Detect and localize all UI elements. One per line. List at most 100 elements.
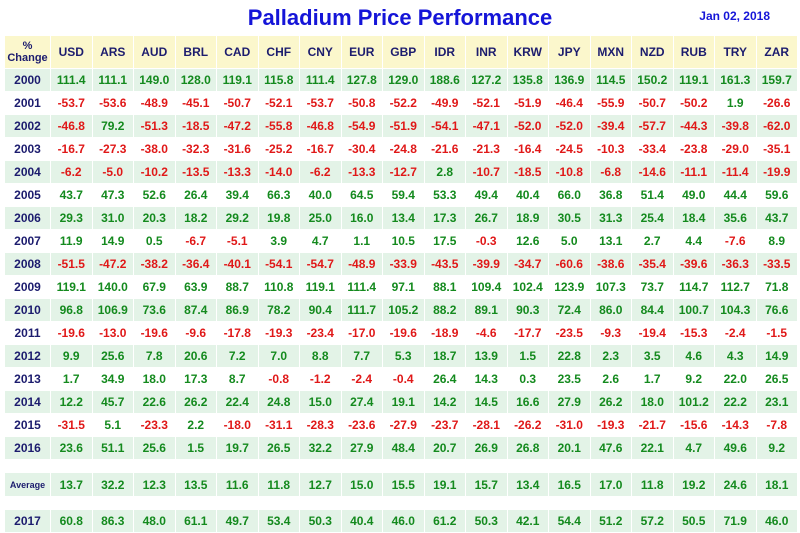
value-cell-usd: 96.8 <box>51 299 92 321</box>
value-cell-krw: 42.1 <box>507 510 548 532</box>
row-label: 2003 <box>5 138 50 160</box>
value-cell-eur: -54.9 <box>341 115 382 137</box>
value-cell-mxn: 47.6 <box>590 437 631 459</box>
value-cell-idr: 14.2 <box>424 391 465 413</box>
performance-table: % Change USD ARS AUD BRL CAD CHF CNY EUR GBP IDR I… <box>4 35 798 533</box>
value-cell-krw: -16.4 <box>507 138 548 160</box>
value-cell-mxn: -19.3 <box>590 414 631 436</box>
value-cell-ars: 79.2 <box>92 115 133 137</box>
value-cell-chf: 53.4 <box>258 510 299 532</box>
value-cell-chf: -54.1 <box>258 253 299 275</box>
value-cell-ars: 47.3 <box>92 184 133 206</box>
value-cell-jpy: 72.4 <box>549 299 590 321</box>
header-row: % Change USD ARS AUD BRL CAD CHF CNY EUR GBP IDR I… <box>5 36 797 68</box>
value-cell-brl: 2.2 <box>175 414 216 436</box>
value-cell-ars: -27.3 <box>92 138 133 160</box>
value-cell-krw: 12.6 <box>507 230 548 252</box>
value-cell-brl: -9.6 <box>175 322 216 344</box>
value-cell-cad: 7.2 <box>217 345 258 367</box>
spacer-cell <box>5 497 797 509</box>
value-cell-rub: -23.8 <box>673 138 714 160</box>
value-cell-idr: -21.6 <box>424 138 465 160</box>
value-cell-cny: -23.4 <box>300 322 341 344</box>
value-cell-brl: 26.4 <box>175 184 216 206</box>
row-label: Average <box>5 473 50 496</box>
value-cell-rub: -44.3 <box>673 115 714 137</box>
currency-header-cad: CAD <box>217 36 258 68</box>
value-cell-brl: 20.6 <box>175 345 216 367</box>
value-cell-mxn: 2.3 <box>590 345 631 367</box>
value-cell-inr: 109.4 <box>466 276 507 298</box>
currency-header-idr: IDR <box>424 36 465 68</box>
value-cell-mxn: -38.6 <box>590 253 631 275</box>
value-cell-inr: -21.3 <box>466 138 507 160</box>
value-cell-gbp: -24.8 <box>383 138 424 160</box>
value-cell-cad: -31.6 <box>217 138 258 160</box>
value-cell-ars: 32.2 <box>92 473 133 496</box>
value-cell-brl: -45.1 <box>175 92 216 114</box>
value-cell-chf: -52.1 <box>258 92 299 114</box>
value-cell-aud: -51.3 <box>134 115 175 137</box>
value-cell-cad: 49.7 <box>217 510 258 532</box>
value-cell-nzd: 3.5 <box>632 345 673 367</box>
value-cell-gbp: -12.7 <box>383 161 424 183</box>
value-cell-try: -2.4 <box>715 322 756 344</box>
spacer-row <box>5 460 797 472</box>
value-cell-rub: 4.7 <box>673 437 714 459</box>
value-cell-chf: -31.1 <box>258 414 299 436</box>
value-cell-chf: 66.3 <box>258 184 299 206</box>
value-cell-cad: -5.1 <box>217 230 258 252</box>
value-cell-aud: 12.3 <box>134 473 175 496</box>
value-cell-gbp: -19.6 <box>383 322 424 344</box>
value-cell-eur: 27.9 <box>341 437 382 459</box>
value-cell-nzd: 1.7 <box>632 368 673 390</box>
value-cell-aud: 0.5 <box>134 230 175 252</box>
value-cell-usd: -6.2 <box>51 161 92 183</box>
currency-header-usd: USD <box>51 36 92 68</box>
value-cell-rub: 4.4 <box>673 230 714 252</box>
value-cell-try: 35.6 <box>715 207 756 229</box>
value-cell-usd: 9.9 <box>51 345 92 367</box>
value-cell-gbp: 5.3 <box>383 345 424 367</box>
value-cell-nzd: -19.4 <box>632 322 673 344</box>
value-cell-rub: -15.6 <box>673 414 714 436</box>
row-label: 2002 <box>5 115 50 137</box>
value-cell-try: -29.0 <box>715 138 756 160</box>
value-cell-brl: -36.4 <box>175 253 216 275</box>
value-cell-jpy: -46.4 <box>549 92 590 114</box>
row-label: 2000 <box>5 69 50 91</box>
spacer-row <box>5 497 797 509</box>
currency-header-krw: KRW <box>507 36 548 68</box>
value-cell-inr: 50.3 <box>466 510 507 532</box>
value-cell-mxn: -55.9 <box>590 92 631 114</box>
value-cell-mxn: 86.0 <box>590 299 631 321</box>
value-cell-jpy: -24.5 <box>549 138 590 160</box>
value-cell-idr: -23.7 <box>424 414 465 436</box>
value-cell-krw: -26.2 <box>507 414 548 436</box>
value-cell-zar: 46.0 <box>756 510 797 532</box>
value-cell-krw: -34.7 <box>507 253 548 275</box>
value-cell-rub: 119.1 <box>673 69 714 91</box>
value-cell-inr: -39.9 <box>466 253 507 275</box>
value-cell-cny: 12.7 <box>300 473 341 496</box>
value-cell-jpy: 123.9 <box>549 276 590 298</box>
value-cell-mxn: -6.8 <box>590 161 631 183</box>
value-cell-rub: 101.2 <box>673 391 714 413</box>
value-cell-try: 44.4 <box>715 184 756 206</box>
value-cell-gbp: 105.2 <box>383 299 424 321</box>
year-row-2008: 2008 -51.5 -47.2 -38.2 -36.4 -40.1 -54.1 -54.7-… <box>5 253 797 275</box>
value-cell-try: -36.3 <box>715 253 756 275</box>
value-cell-inr: -28.1 <box>466 414 507 436</box>
currency-header-rub: RUB <box>673 36 714 68</box>
value-cell-try: 24.6 <box>715 473 756 496</box>
value-cell-jpy: -60.6 <box>549 253 590 275</box>
value-cell-zar: 23.1 <box>756 391 797 413</box>
value-cell-nzd: 18.0 <box>632 391 673 413</box>
value-cell-brl: 26.2 <box>175 391 216 413</box>
value-cell-brl: 61.1 <box>175 510 216 532</box>
value-cell-usd: -46.8 <box>51 115 92 137</box>
value-cell-usd: 13.7 <box>51 473 92 496</box>
value-cell-eur: 15.0 <box>341 473 382 496</box>
value-cell-chf: -14.0 <box>258 161 299 183</box>
value-cell-nzd: 150.2 <box>632 69 673 91</box>
